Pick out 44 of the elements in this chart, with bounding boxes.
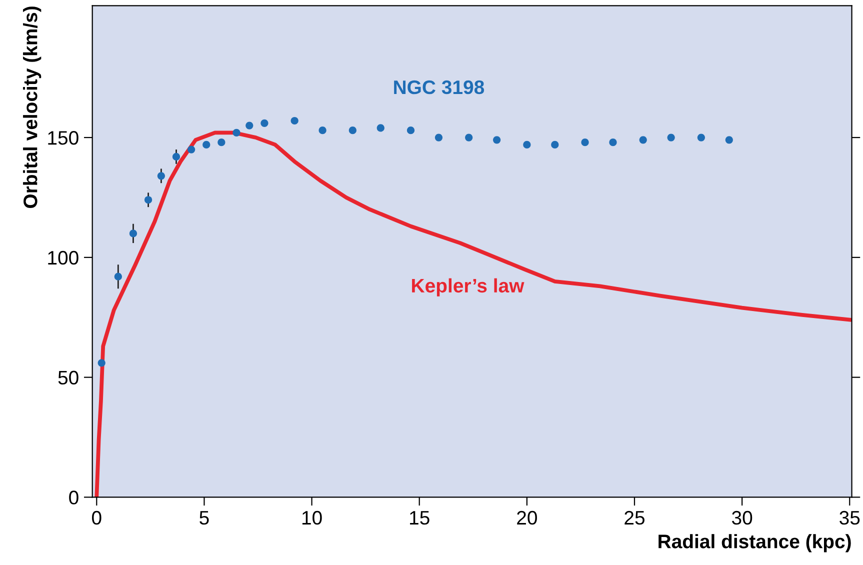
point: [725, 136, 733, 144]
point: [493, 136, 501, 144]
series-label: NGC 3198: [394, 80, 484, 94]
point: [232, 128, 240, 137]
point: [144, 196, 152, 204]
x-tick-label: 5: [200, 511, 209, 525]
y-tick-label: 0: [69, 490, 78, 504]
y-tick-label: 150: [48, 130, 78, 145]
point: [697, 134, 705, 142]
point: [114, 272, 122, 280]
x-tick-label: 25: [624, 510, 644, 525]
point: [376, 124, 384, 132]
point: [129, 230, 138, 238]
point: [667, 134, 675, 142]
point: [434, 134, 443, 142]
point: [98, 359, 106, 367]
x-tick-label: 15: [410, 511, 430, 525]
point: [609, 138, 617, 146]
x-tick-label: 10: [302, 510, 322, 525]
x-tick-label: 30: [732, 510, 752, 525]
point: [290, 116, 298, 125]
y-tick-label: 100: [48, 250, 78, 265]
series-label: Kepler’s law: [412, 278, 524, 296]
point: [551, 140, 559, 149]
point: [318, 126, 326, 134]
x-tick-label: 35: [840, 510, 860, 525]
x-axis-title: Radial distance (kpc): [658, 534, 851, 552]
point: [157, 172, 165, 180]
point: [406, 126, 415, 134]
point: [172, 152, 180, 161]
x-tick-label: 0: [92, 510, 102, 525]
point: [260, 119, 268, 127]
point: [202, 140, 210, 149]
point: [581, 138, 589, 146]
point: [465, 134, 473, 142]
x-tick-label: 20: [517, 510, 537, 525]
point: [523, 140, 531, 149]
y-axis-title: Orbital velocity (km/s): [23, 6, 42, 208]
point: [246, 122, 254, 130]
y-tick-label: 50: [58, 370, 78, 385]
point: [188, 146, 196, 154]
point: [348, 126, 356, 134]
point: [639, 136, 647, 144]
point: [218, 138, 226, 146]
